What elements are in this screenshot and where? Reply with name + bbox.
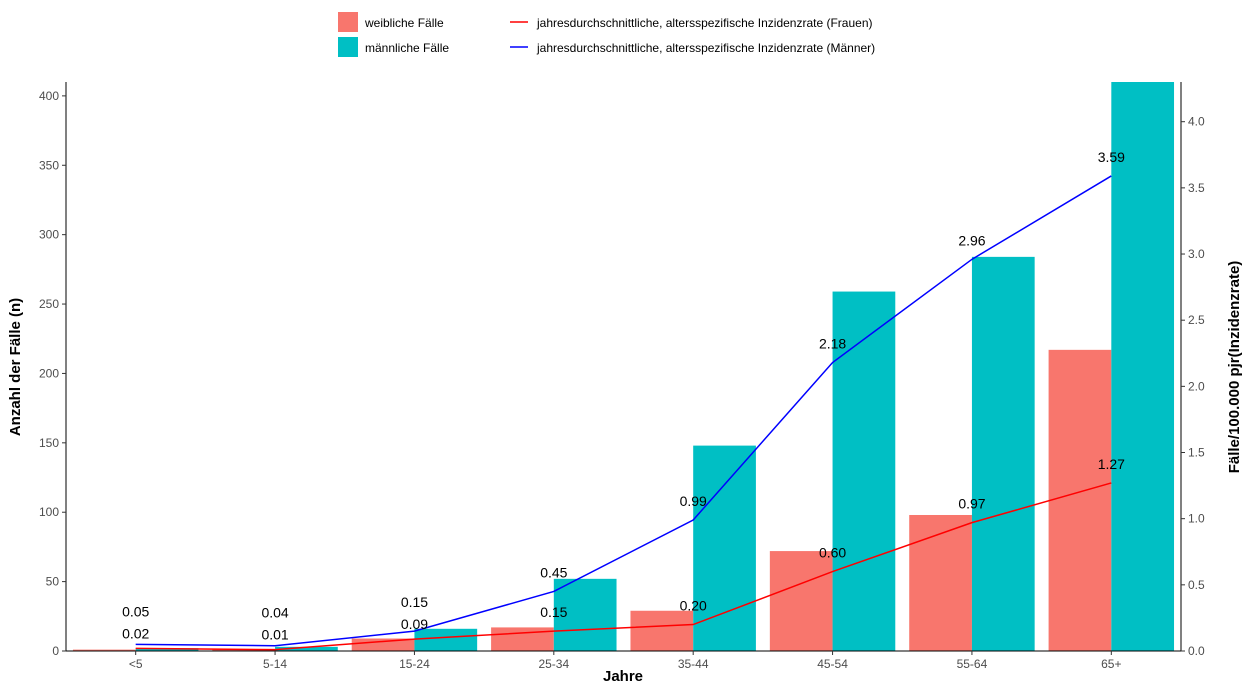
data-label-female: 0.01 [261, 627, 288, 643]
data-label-female: 0.97 [958, 496, 985, 512]
legend-swatch [338, 12, 358, 32]
bar-male-3 [553, 578, 617, 651]
bar-male-5 [832, 291, 896, 651]
data-labels-layer: 0.05 0.02 0.04 0.01 0.15 0.09 0.45 0.15 0.99 0.20… [122, 149, 1125, 643]
y-tick-label: 150 [39, 436, 59, 450]
y-axis-right-title: Fälle/100.000 pjr(Inzidenzrate) [1226, 261, 1243, 474]
data-label-male: 0.45 [540, 564, 567, 580]
data-label-male: 3.59 [1098, 149, 1125, 165]
data-label-female: 0.60 [819, 545, 846, 561]
data-label-male: 0.15 [401, 594, 428, 610]
legend-swatch [338, 37, 358, 57]
x-tick-label: 65+ [1101, 657, 1121, 671]
x-axis-title: Jahre [603, 668, 643, 685]
line-incidence-male [135, 175, 1112, 647]
bar-female-2 [351, 638, 415, 651]
legend-label: jahresdurchschnittliche, altersspezifisc… [536, 41, 875, 55]
y-right-tick-label: 0.5 [1188, 578, 1205, 592]
data-label-female: 0.20 [680, 598, 707, 614]
bars-layer [72, 82, 1175, 651]
y-tick-label: 50 [46, 575, 60, 589]
data-label-female: 0.02 [122, 625, 149, 641]
y-right-tick-label: 4.0 [1188, 115, 1205, 129]
data-label-female: 0.15 [540, 604, 567, 620]
x-tick-label: 25-34 [538, 657, 569, 671]
bar-female-4 [630, 610, 694, 651]
legend: weibliche Fälle männliche Fälle jahresdurc… [338, 12, 875, 57]
legend-label: weibliche Fälle [364, 16, 444, 30]
y-tick-label: 200 [39, 366, 59, 380]
y-right-tick-label: 3.0 [1188, 247, 1205, 261]
bar-male-4 [693, 445, 756, 651]
y-tick-label: 350 [39, 158, 59, 172]
data-label-male: 0.99 [680, 493, 707, 509]
bar-male-2 [414, 628, 478, 651]
y-right-tick-label: 1.5 [1188, 446, 1205, 460]
lines-layer [135, 175, 1112, 651]
x-tick-label: <5 [129, 657, 143, 671]
y-tick-label: 100 [39, 505, 59, 519]
y-tick-label: 250 [39, 297, 59, 311]
x-tick-label: 55-64 [957, 657, 988, 671]
data-label-male: 2.18 [819, 336, 846, 352]
y-right-tick-label: 2.0 [1188, 379, 1205, 393]
data-label-male: 0.04 [261, 605, 288, 621]
x-tick-label: 15-24 [399, 657, 430, 671]
bar-male-0 [135, 648, 199, 651]
y-right-tick-label: 3.5 [1188, 181, 1205, 195]
axes-layer: 0 50 100 150 200 250 300 350 400 0.0 0.5 1.0 1.5 2.0 2… [39, 82, 1205, 671]
bar-male-7 [1111, 82, 1175, 651]
y-tick-label: 300 [39, 228, 59, 242]
y-axis-title: Anzahl der Fälle (n) [7, 298, 24, 436]
bar-female-5 [769, 551, 833, 651]
legend-label: männliche Fälle [365, 41, 449, 55]
legend-label: jahresdurchschnittliche, altersspezifisc… [536, 16, 873, 30]
y-tick-label: 0 [52, 644, 59, 658]
bar-female-7 [1048, 349, 1112, 651]
data-label-male: 0.05 [122, 603, 149, 619]
x-tick-label: 5-14 [263, 657, 287, 671]
y-right-tick-label: 2.5 [1188, 313, 1205, 327]
bar-male-6 [971, 256, 1035, 651]
data-label-male: 2.96 [958, 232, 985, 248]
x-tick-label: 45-54 [817, 657, 848, 671]
y-tick-label: 400 [39, 89, 59, 103]
y-right-tick-label: 1.0 [1188, 512, 1205, 526]
bar-female-6 [909, 514, 972, 651]
data-label-female: 1.27 [1098, 456, 1125, 472]
data-label-female: 0.09 [401, 616, 428, 632]
bar-male-1 [275, 646, 338, 651]
line-incidence-female [135, 482, 1112, 651]
x-tick-label: 35-44 [678, 657, 709, 671]
y-right-tick-label: 0.0 [1188, 644, 1205, 658]
bar-female-1 [212, 649, 276, 651]
bar-female-0 [72, 649, 136, 651]
